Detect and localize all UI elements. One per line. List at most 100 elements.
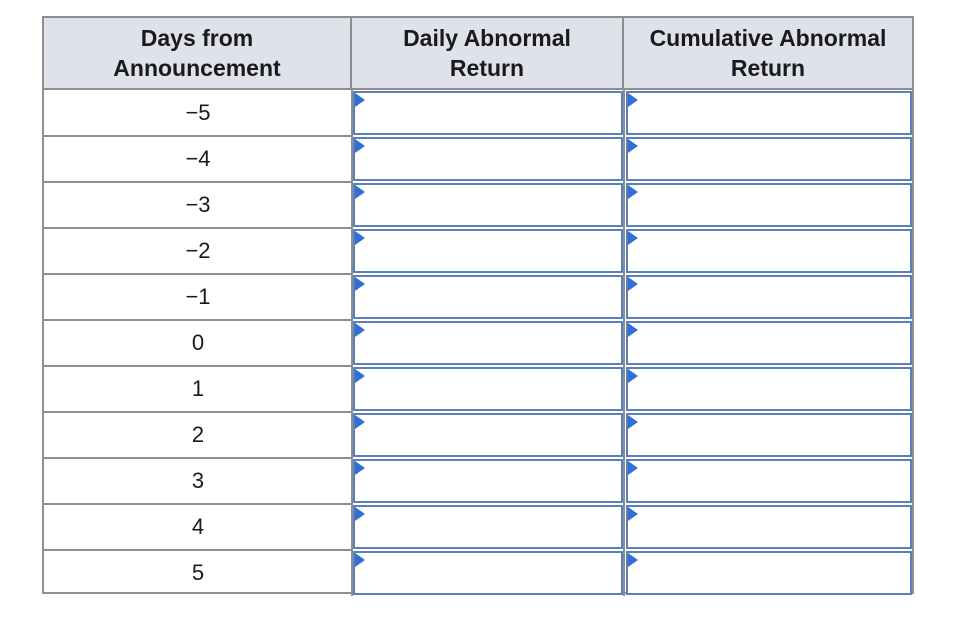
cumulative-abnormal-return-cell <box>626 275 912 319</box>
row-divider <box>44 181 352 183</box>
day-offset-cell: 2 <box>191 422 205 447</box>
daily-abnormal-return-input[interactable] <box>355 185 621 225</box>
header-cumulative-abnormal-return: Cumulative Abnormal Return <box>624 18 912 88</box>
input-marker-icon <box>628 553 638 567</box>
daily-abnormal-return-cell <box>353 459 623 503</box>
column-divider <box>351 550 353 596</box>
table-row: 0 <box>44 320 912 367</box>
day-offset-cell: −5 <box>185 100 211 125</box>
cumulative-abnormal-return-input[interactable] <box>628 231 910 271</box>
column-divider <box>351 274 353 320</box>
row-divider <box>44 365 352 367</box>
daily-abnormal-return-input[interactable] <box>355 323 621 363</box>
cumulative-abnormal-return-input[interactable] <box>628 185 910 225</box>
column-divider <box>623 274 625 320</box>
daily-abnormal-return-input[interactable] <box>355 507 621 547</box>
column-divider <box>623 320 625 366</box>
daily-abnormal-return-input[interactable] <box>355 231 621 271</box>
input-marker-icon <box>628 185 638 199</box>
cumulative-abnormal-return-cell <box>626 459 912 503</box>
header-daily-abnormal-return: Daily Abnormal Return <box>352 18 624 88</box>
table-row: 4 <box>44 504 912 551</box>
column-divider <box>351 320 353 366</box>
table-row: −4 <box>44 136 912 183</box>
input-marker-icon <box>628 369 638 383</box>
cumulative-abnormal-return-input[interactable] <box>628 139 910 179</box>
row-divider <box>44 549 352 551</box>
input-marker-icon <box>628 231 638 245</box>
table-row: −5 <box>44 90 912 137</box>
cumulative-abnormal-return-input[interactable] <box>628 93 910 133</box>
daily-abnormal-return-cell <box>353 183 623 227</box>
daily-abnormal-return-cell <box>353 137 623 181</box>
daily-abnormal-return-input[interactable] <box>355 553 621 593</box>
row-divider <box>44 135 352 137</box>
column-divider <box>351 458 353 504</box>
row-divider <box>44 273 352 275</box>
input-marker-icon <box>628 507 638 521</box>
daily-abnormal-return-cell <box>353 229 623 273</box>
row-divider <box>44 227 352 229</box>
column-divider <box>623 504 625 550</box>
input-marker-icon <box>628 139 638 153</box>
cumulative-abnormal-return-cell <box>626 321 912 365</box>
daily-abnormal-return-input[interactable] <box>355 369 621 409</box>
input-marker-icon <box>355 553 365 567</box>
cumulative-abnormal-return-cell <box>626 413 912 457</box>
row-divider <box>44 411 352 413</box>
column-divider <box>623 228 625 274</box>
row-divider <box>44 503 352 505</box>
cumulative-abnormal-return-input[interactable] <box>628 507 910 547</box>
header-cumulative-label: Cumulative Abnormal Return <box>649 25 887 81</box>
input-marker-icon <box>355 93 365 107</box>
column-divider <box>623 550 625 596</box>
input-marker-icon <box>355 139 365 153</box>
column-divider <box>351 182 353 228</box>
cumulative-abnormal-return-cell <box>626 91 912 135</box>
cumulative-abnormal-return-cell <box>626 551 912 595</box>
cumulative-abnormal-return-cell <box>626 183 912 227</box>
header-days-from-announcement: Days from Announcement <box>44 18 352 88</box>
day-offset-cell: 1 <box>191 376 205 401</box>
input-marker-icon <box>355 369 365 383</box>
daily-abnormal-return-input[interactable] <box>355 93 621 133</box>
daily-abnormal-return-cell <box>353 321 623 365</box>
table-row: 1 <box>44 366 912 413</box>
cumulative-abnormal-return-input[interactable] <box>628 369 910 409</box>
table-row: −2 <box>44 228 912 275</box>
table-row: −1 <box>44 274 912 321</box>
input-marker-icon <box>628 461 638 475</box>
header-daily-label: Daily Abnormal Return <box>403 25 571 81</box>
daily-abnormal-return-input[interactable] <box>355 139 621 179</box>
day-offset-cell: −3 <box>185 192 211 217</box>
table-body: −5 −4 −3 −2 −1 0 1 2 3 4 5 <box>44 90 912 596</box>
day-offset-cell: 0 <box>191 330 205 355</box>
day-offset-cell: −4 <box>185 146 211 171</box>
header-days-label: Days from Announcement <box>113 25 281 81</box>
row-divider <box>44 319 352 321</box>
column-divider <box>623 412 625 458</box>
cumulative-abnormal-return-input[interactable] <box>628 553 910 593</box>
table-row: 5 <box>44 550 912 596</box>
column-divider <box>623 136 625 182</box>
day-offset-cell: −2 <box>185 238 211 263</box>
daily-abnormal-return-input[interactable] <box>355 415 621 455</box>
daily-abnormal-return-input[interactable] <box>355 277 621 317</box>
input-marker-icon <box>355 415 365 429</box>
daily-abnormal-return-input[interactable] <box>355 461 621 501</box>
cumulative-abnormal-return-cell <box>626 505 912 549</box>
input-marker-icon <box>355 507 365 521</box>
column-divider <box>623 90 625 136</box>
row-divider <box>44 457 352 459</box>
table-row: 3 <box>44 458 912 505</box>
cumulative-abnormal-return-input[interactable] <box>628 415 910 455</box>
daily-abnormal-return-cell <box>353 275 623 319</box>
cumulative-abnormal-return-input[interactable] <box>628 323 910 363</box>
cumulative-abnormal-return-input[interactable] <box>628 461 910 501</box>
day-offset-cell: 5 <box>191 560 205 585</box>
column-divider <box>351 412 353 458</box>
input-marker-icon <box>355 461 365 475</box>
column-divider <box>351 90 353 136</box>
column-divider <box>351 504 353 550</box>
cumulative-abnormal-return-input[interactable] <box>628 277 910 317</box>
